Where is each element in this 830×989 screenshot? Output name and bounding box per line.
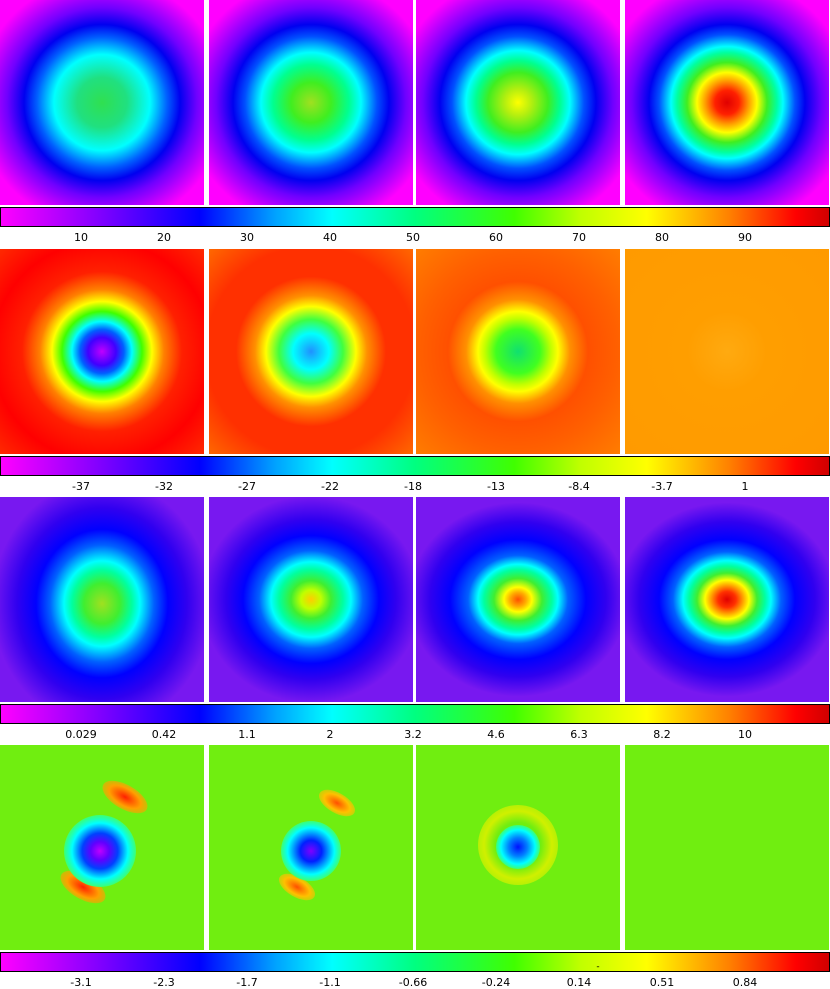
colorbar [0, 456, 830, 476]
colorbar-tick-label: 10 [74, 231, 88, 244]
colorbar-tick-label: 90 [738, 231, 752, 244]
panel [625, 249, 829, 454]
colorbar-tick-label: 2 [326, 728, 334, 741]
panel [209, 0, 413, 205]
colorbar-tick-label: -3.1 [70, 976, 92, 989]
colorbar [0, 207, 830, 227]
colorbar-tick-label: 30 [240, 231, 254, 244]
colorbar-tick-label: 0.029 [65, 728, 97, 741]
colorbar-tick-label: 10 [738, 728, 752, 741]
core [281, 821, 341, 881]
colorbar-tick-label: 80 [655, 231, 669, 244]
colorbar-tick-label: -2.3 [153, 976, 175, 989]
colorbar-tick-label: -1.1 [319, 976, 341, 989]
colorbar [0, 952, 830, 972]
colorbar-tick-label: 20 [157, 231, 171, 244]
panel [416, 0, 620, 205]
panel [0, 497, 204, 702]
lobe [97, 774, 153, 820]
colorbar-tick-label: 70 [572, 231, 586, 244]
colorbar-tick-label: 8.2 [653, 728, 671, 741]
panel [416, 497, 620, 702]
panel [625, 745, 829, 950]
colorbar-tick-label: 4.6 [487, 728, 505, 741]
colorbar-tick-label: 60 [489, 231, 503, 244]
panel [0, 0, 204, 205]
panel [625, 497, 829, 702]
colorbar-marker: - [596, 962, 600, 972]
panel [0, 745, 204, 950]
colorbar-tick-label: -32 [155, 480, 173, 493]
panel [209, 497, 413, 702]
colorbar-tick-label: 0.14 [566, 976, 592, 989]
colorbar-tick-label: -18 [404, 480, 422, 493]
lobe [314, 784, 360, 822]
panel [625, 0, 829, 205]
colorbar-tick-label: -0.24 [481, 976, 511, 989]
colorbar-tick-label: 3.2 [404, 728, 422, 741]
core [496, 825, 540, 869]
colorbar-tick-label: -37 [72, 480, 90, 493]
colorbar-tick-label: -8.4 [568, 480, 590, 493]
colorbar-tick-label: 40 [323, 231, 337, 244]
colorbar-tick-label: -1.7 [236, 976, 258, 989]
colorbar-tick-label: -3.7 [651, 480, 673, 493]
colorbar-tick-label: 0.84 [732, 976, 758, 989]
colorbar-tick-label: -27 [238, 480, 256, 493]
panel [209, 745, 413, 950]
colorbar-tick-label: 1 [741, 480, 749, 493]
colorbar-tick-label: -22 [321, 480, 339, 493]
colorbar-tick-label: 1.1 [238, 728, 256, 741]
colorbar-tick-label: 0.42 [151, 728, 177, 741]
colorbar-tick-label: -13 [487, 480, 505, 493]
colorbar [0, 704, 830, 724]
colorbar-tick-label: 50 [406, 231, 420, 244]
colorbar-tick-label: 6.3 [570, 728, 588, 741]
core [64, 815, 136, 887]
colorbar-tick-label: -0.66 [398, 976, 428, 989]
panel [416, 249, 620, 454]
panel [416, 745, 620, 950]
panel [0, 249, 204, 454]
panel [209, 249, 413, 454]
colorbar-tick-label: 0.51 [649, 976, 675, 989]
